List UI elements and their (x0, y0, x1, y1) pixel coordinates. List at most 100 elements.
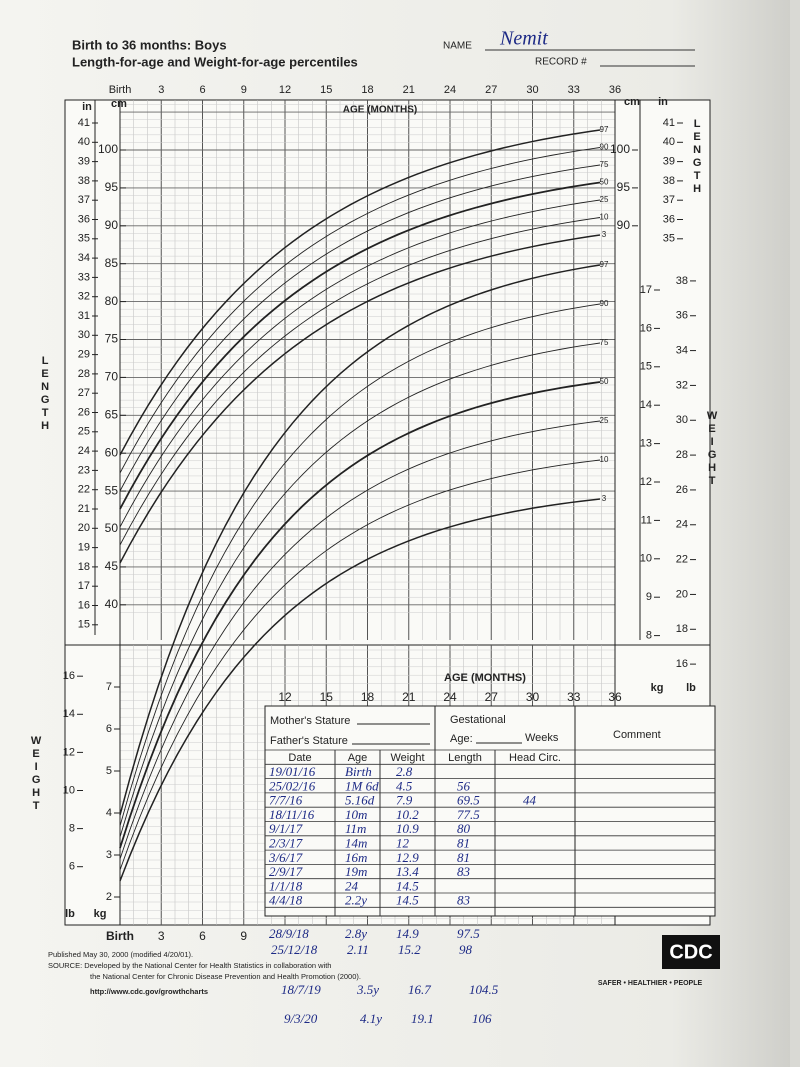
percentile-label: 50 (600, 178, 609, 187)
month-label: 3 (158, 929, 165, 943)
month-label: 6 (199, 84, 205, 96)
footer-published: Published May 30, 2000 (modified 4/20/01… (48, 950, 193, 959)
percentile-label: 3 (602, 494, 607, 503)
handwritten-entry: 3/6/17 (268, 850, 303, 865)
name-label: NAME (443, 41, 472, 52)
percentile-curve (119, 342, 601, 838)
axis-tick-label: 90 (105, 218, 119, 232)
handwritten-entry: 11m (345, 821, 366, 836)
percentile-label: 75 (600, 160, 609, 169)
axis-tick-label: 41 (663, 117, 675, 129)
axis-tick-label: 26 (676, 484, 688, 496)
axis-tick-label: 9 (646, 591, 652, 603)
cdc-logo (662, 935, 720, 969)
axis-tick-label: 14 (640, 399, 652, 411)
handwritten-entry: 18/11/16 (269, 807, 315, 822)
handwritten-entry: 80 (457, 821, 471, 836)
handwritten-entry: 4/4/18 (269, 893, 303, 908)
axis-tick-label: 36 (78, 213, 90, 225)
axis-tick-label: 27 (78, 387, 90, 399)
percentile-curve (119, 381, 601, 849)
month-label: 12 (278, 690, 292, 704)
axis-tick-label: 28 (78, 368, 90, 380)
axis-tick-label: 16 (63, 670, 75, 682)
axis-tick-label: 41 (78, 117, 90, 129)
axis-tick-label: 35 (663, 233, 675, 245)
handwritten-entry: 81 (457, 835, 470, 850)
percentile-label: 97 (600, 125, 609, 134)
table-label: Comment (613, 729, 661, 741)
axis-tick-label: 100 (98, 142, 118, 156)
handwritten-entry: 77.5 (457, 807, 480, 822)
axis-tick-label: 15 (640, 361, 652, 373)
month-label: 36 (609, 84, 621, 96)
month-label: 9 (241, 84, 247, 96)
table-label: Gestational (450, 714, 506, 726)
handwritten-entry: 14.5 (396, 878, 419, 893)
axis-tick-label: 12 (640, 476, 652, 488)
handwritten-entry: 7/7/16 (269, 793, 303, 808)
handwritten-entry: 3.5y (356, 982, 379, 997)
unit-label: lb (686, 682, 696, 694)
percentile-curves: 97 90 75 50 25 10 3 97 90 75 50 25 10 3 (119, 125, 609, 882)
axis-tick-label: 19 (78, 542, 90, 554)
axis-tick-label: 16 (78, 599, 90, 611)
percentile-curve (119, 234, 601, 564)
percentile-label: 10 (600, 213, 609, 222)
cdc-logo-text: CDC (669, 941, 712, 963)
axis-tick-label: 10 (640, 553, 652, 565)
title: Birth to 36 months: Boys (72, 37, 227, 52)
axis-tick-label: 90 (617, 218, 631, 232)
month-label: 24 (443, 690, 457, 704)
month-label: 27 (485, 84, 497, 96)
axis-tick-label: 40 (78, 136, 90, 148)
percentile-curve (119, 129, 601, 456)
axis-tick-label: 38 (78, 175, 90, 187)
axis-tick-label: 2 (106, 891, 112, 903)
handwritten-entry: 14.9 (396, 926, 419, 941)
record-label: RECORD # (535, 57, 587, 68)
handwritten-entry: 13.4 (396, 864, 419, 879)
handwritten-entry: 15.2 (398, 942, 421, 957)
month-label: 18 (361, 84, 373, 96)
weight-side-label: WEIGHT (30, 735, 42, 813)
month-label: 9 (240, 929, 247, 943)
axis-tick-label: 40 (663, 136, 675, 148)
axis-tick-label: 3 (106, 849, 112, 861)
axis-tick-label: 95 (617, 180, 631, 194)
tagline: SAFER • HEALTHIER • PEOPLE (598, 980, 703, 987)
table-label: Mother's Stature (270, 715, 350, 727)
handwritten-entry: 19.1 (411, 1011, 434, 1026)
footer-url: http://www.cdc.gov/growthcharts (90, 987, 208, 996)
percentile-label: 75 (600, 338, 609, 347)
handwritten-entry: 83 (457, 893, 471, 908)
handwritten-entry: 2.8y (345, 926, 367, 941)
percentile-label: 25 (600, 416, 609, 425)
axis-tick-label: 6 (106, 723, 112, 735)
axis-tick-label: 8 (69, 822, 75, 834)
axis-tick-label: 39 (78, 156, 90, 168)
axis-tick-label: 25 (78, 426, 90, 438)
handwritten-entry: 81 (457, 850, 470, 865)
axis-tick-label: 34 (78, 252, 90, 264)
table-label: Age: (450, 733, 473, 745)
table-label: Father's Stature (270, 735, 348, 747)
handwritten-entry: 12.9 (396, 850, 419, 865)
axis-tick-label: 70 (105, 370, 119, 384)
handwritten-entry: 83 (457, 864, 471, 879)
percentile-label: 10 (600, 455, 609, 464)
axis-tick-label: 13 (640, 438, 652, 450)
percentile-curve (119, 181, 601, 510)
handwritten-entry: 10.9 (396, 821, 419, 836)
handwritten-entry: 16m (345, 850, 367, 865)
axis-tick-label: 29 (78, 349, 90, 361)
handwritten-entry: 25/02/16 (269, 778, 316, 793)
handwritten-entry: 24 (345, 878, 359, 893)
axis-tick-label: 26 (78, 406, 90, 418)
percentile-label: 90 (600, 143, 609, 152)
handwritten-entry: 9/3/20 (284, 1011, 318, 1026)
month-label: 33 (567, 690, 581, 704)
axis-tick-label: 80 (105, 294, 119, 308)
axis-tick-label: 65 (105, 407, 119, 421)
percentile-label: 25 (600, 195, 609, 204)
